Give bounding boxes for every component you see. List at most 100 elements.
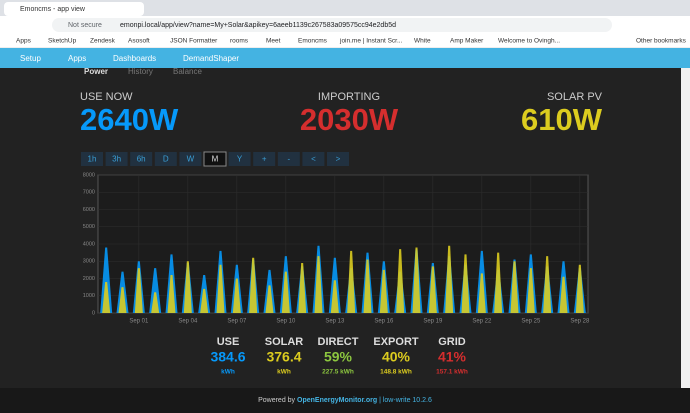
- stat-value: 59%: [324, 349, 353, 365]
- x-tick-label: Sep 13: [325, 319, 345, 325]
- security: Not secure: [68, 22, 102, 29]
- range-button[interactable]: [253, 152, 276, 166]
- range-label[interactable]: W: [187, 155, 195, 164]
- use-spike: [149, 268, 162, 313]
- nav-item[interactable]: DemandShaper: [183, 54, 239, 63]
- solar-spike: [151, 292, 160, 313]
- solar-spike: [183, 261, 192, 313]
- bookmarks-bar: [0, 34, 690, 48]
- range-label[interactable]: 1h: [88, 155, 97, 164]
- solar-spike: [559, 276, 568, 313]
- scrollbar: [681, 68, 690, 388]
- use-spike: [100, 247, 113, 313]
- range-button[interactable]: [179, 152, 202, 166]
- y-tick-label: 4000: [83, 241, 95, 247]
- range-label[interactable]: D: [163, 155, 169, 164]
- bookmark[interactable]: Asosoft: [128, 38, 150, 45]
- stat-label: EXPORT: [373, 336, 419, 348]
- stat-sub: 157.1 kWh: [436, 369, 468, 376]
- solar-spike: [526, 268, 535, 313]
- range-button[interactable]: [81, 152, 103, 166]
- stat-sub: kWh: [221, 369, 235, 376]
- range-button[interactable]: [130, 152, 153, 166]
- y-tick-label: 7000: [83, 190, 95, 196]
- bookmark[interactable]: SketchUp: [48, 38, 77, 45]
- solar-spike: [412, 247, 421, 313]
- x-tick-label: Sep 28: [570, 319, 590, 325]
- solar-spike: [575, 264, 584, 313]
- footer-link[interactable]: OpenEnergyMonitor.org: [297, 397, 377, 404]
- x-tick-label: Sep 19: [423, 319, 443, 325]
- range-button[interactable]: [277, 152, 300, 166]
- range-button[interactable]: [327, 152, 349, 166]
- range-button[interactable]: [203, 151, 227, 167]
- x-tick-label: Sep 16: [374, 319, 394, 325]
- url: emonpi.local/app/view?name=My+Solar&apik…: [120, 22, 396, 29]
- stat-label: GRID: [438, 336, 466, 348]
- solar-spike: [428, 266, 437, 313]
- now-value: 2030W: [300, 102, 399, 137]
- stat-label: USE: [217, 336, 240, 348]
- bookmark[interactable]: Zendesk: [90, 38, 116, 45]
- range-label[interactable]: >: [336, 155, 341, 164]
- now-value: 2640W: [80, 102, 179, 137]
- solar-spike: [281, 271, 290, 313]
- bookmark[interactable]: Welcome to Ovingh...: [498, 38, 560, 45]
- range-label[interactable]: 3h: [112, 155, 121, 164]
- bookmark[interactable]: Apps: [16, 38, 32, 45]
- solar-spike: [118, 287, 127, 313]
- bookmark[interactable]: White: [414, 38, 431, 45]
- stat-label: DIRECT: [318, 336, 359, 348]
- footer-suffix: | low-write 10.2.6: [379, 397, 432, 404]
- bookmark[interactable]: join.me | Instant Scr...: [339, 38, 403, 45]
- solar-spike: [347, 250, 356, 313]
- solar-spike: [134, 268, 143, 313]
- solar-spike: [396, 249, 405, 313]
- range-button[interactable]: [228, 152, 251, 166]
- bookmark[interactable]: rooms: [230, 38, 249, 45]
- range-label[interactable]: -: [287, 155, 290, 164]
- address-bar[interactable]: [52, 18, 612, 32]
- solar-spike: [461, 254, 470, 313]
- bookmark[interactable]: Amp Maker: [450, 38, 484, 45]
- app-tab[interactable]: Balance: [173, 67, 202, 76]
- range-button[interactable]: [154, 152, 177, 166]
- x-tick-label: Sep 25: [521, 319, 541, 325]
- range-label[interactable]: Y: [237, 155, 243, 164]
- range-button[interactable]: [105, 152, 128, 166]
- tab[interactable]: [4, 2, 144, 16]
- solar-spike: [216, 264, 225, 313]
- stat-label: SOLAR: [265, 336, 304, 348]
- x-tick-label: Sep 01: [129, 319, 149, 325]
- footer-prefix: Powered by: [258, 397, 295, 404]
- stat-sub: kWh: [277, 369, 291, 376]
- stat-sub: 227.5 kWh: [322, 369, 354, 376]
- bookmark[interactable]: JSON Formatter: [170, 38, 218, 45]
- nav-item[interactable]: Setup: [20, 54, 41, 63]
- range-label[interactable]: 6h: [137, 155, 146, 164]
- tab-strip: [0, 0, 690, 16]
- now-label: IMPORTING: [318, 91, 380, 103]
- x-tick-label: Sep 10: [276, 319, 296, 325]
- range-label[interactable]: <: [311, 155, 316, 164]
- nav-item[interactable]: Apps: [68, 54, 86, 63]
- stat-value: 40%: [382, 349, 411, 365]
- y-tick-label: 5000: [83, 224, 95, 230]
- nav-item[interactable]: Dashboards: [113, 54, 156, 63]
- x-tick-label: Sep 04: [178, 319, 198, 325]
- bookmark[interactable]: Meet: [266, 38, 281, 45]
- x-tick-label: Sep 22: [472, 319, 492, 325]
- solar-spike: [200, 288, 209, 313]
- solar-spike: [232, 278, 241, 313]
- bookmark[interactable]: Emoncms: [298, 38, 328, 45]
- bookmark[interactable]: Other bookmarks: [636, 38, 687, 45]
- app-tab[interactable]: History: [128, 67, 153, 76]
- app-tab[interactable]: Power: [84, 67, 108, 76]
- navbar: [0, 48, 690, 68]
- range-button[interactable]: [302, 152, 325, 166]
- solar-spike: [494, 252, 503, 313]
- range-label[interactable]: +: [262, 155, 267, 164]
- stat-value: 376.4: [266, 349, 301, 365]
- range-label[interactable]: M: [212, 155, 219, 164]
